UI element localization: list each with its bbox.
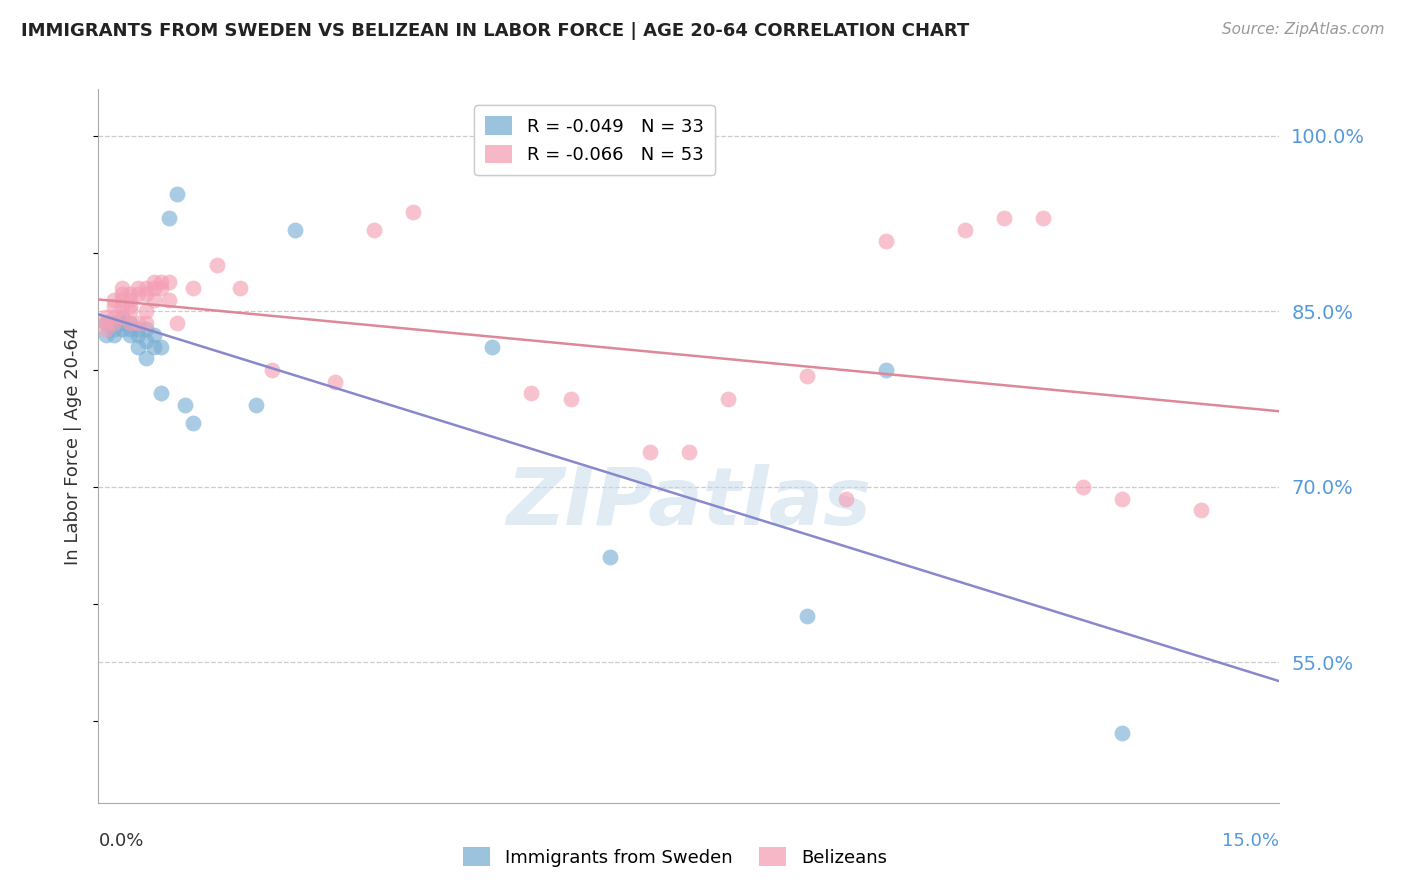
Point xyxy=(118,327,141,342)
Point xyxy=(118,299,141,313)
Point xyxy=(181,281,204,295)
Point xyxy=(1111,491,1133,506)
Point xyxy=(96,316,118,330)
Point xyxy=(135,334,157,348)
Point xyxy=(135,287,157,301)
Point xyxy=(96,327,118,342)
Point xyxy=(111,293,134,307)
Point xyxy=(135,304,157,318)
Point xyxy=(245,398,267,412)
Point xyxy=(157,293,180,307)
Point xyxy=(96,310,118,325)
Point xyxy=(111,287,134,301)
Point xyxy=(1032,211,1054,225)
Point xyxy=(993,211,1015,225)
Point xyxy=(111,281,134,295)
Point xyxy=(157,211,180,225)
Point xyxy=(402,205,425,219)
Point xyxy=(118,316,141,330)
Point xyxy=(1189,503,1212,517)
Point xyxy=(678,445,700,459)
Point xyxy=(118,287,141,301)
Legend: Immigrants from Sweden, Belizeans: Immigrants from Sweden, Belizeans xyxy=(456,840,894,874)
Point xyxy=(1071,480,1094,494)
Y-axis label: In Labor Force | Age 20-64: In Labor Force | Age 20-64 xyxy=(65,326,83,566)
Point xyxy=(135,322,157,336)
Point xyxy=(150,386,173,401)
Text: 0.0%: 0.0% xyxy=(98,832,143,850)
Point xyxy=(127,281,149,295)
Point xyxy=(142,340,165,354)
Point xyxy=(599,550,621,565)
Text: Source: ZipAtlas.com: Source: ZipAtlas.com xyxy=(1222,22,1385,37)
Point xyxy=(111,316,134,330)
Point xyxy=(103,293,125,307)
Point xyxy=(103,322,125,336)
Point xyxy=(875,363,897,377)
Point xyxy=(118,322,141,336)
Point xyxy=(111,310,134,325)
Text: IMMIGRANTS FROM SWEDEN VS BELIZEAN IN LABOR FORCE | AGE 20-64 CORRELATION CHART: IMMIGRANTS FROM SWEDEN VS BELIZEAN IN LA… xyxy=(21,22,969,40)
Point xyxy=(103,310,125,325)
Point xyxy=(135,316,157,330)
Point xyxy=(142,327,165,342)
Point xyxy=(135,351,157,366)
Point xyxy=(150,275,173,289)
Point xyxy=(796,368,818,383)
Point xyxy=(1111,725,1133,739)
Point xyxy=(135,281,157,295)
Point xyxy=(205,258,228,272)
Point xyxy=(953,222,976,236)
Point xyxy=(717,392,740,407)
Point xyxy=(118,293,141,307)
Point xyxy=(638,445,661,459)
Point xyxy=(103,316,125,330)
Point xyxy=(127,340,149,354)
Point xyxy=(181,416,204,430)
Point xyxy=(229,281,252,295)
Point xyxy=(111,310,134,325)
Point xyxy=(481,340,503,354)
Point xyxy=(142,281,165,295)
Point xyxy=(118,304,141,318)
Point xyxy=(363,222,385,236)
Point xyxy=(284,222,307,236)
Point xyxy=(127,327,149,342)
Legend: R = -0.049   N = 33, R = -0.066   N = 53: R = -0.049 N = 33, R = -0.066 N = 53 xyxy=(474,105,714,175)
Point xyxy=(323,375,346,389)
Point xyxy=(118,316,141,330)
Point xyxy=(96,316,118,330)
Point xyxy=(520,386,543,401)
Point xyxy=(142,293,165,307)
Point xyxy=(103,299,125,313)
Point xyxy=(560,392,582,407)
Point xyxy=(150,281,173,295)
Point xyxy=(103,327,125,342)
Point xyxy=(174,398,197,412)
Point xyxy=(157,275,180,289)
Point xyxy=(111,322,134,336)
Point xyxy=(127,287,149,301)
Text: ZIPatlas: ZIPatlas xyxy=(506,464,872,542)
Text: 15.0%: 15.0% xyxy=(1222,832,1279,850)
Point xyxy=(875,234,897,248)
Point xyxy=(127,322,149,336)
Point xyxy=(150,340,173,354)
Point xyxy=(835,491,858,506)
Point xyxy=(166,316,188,330)
Point xyxy=(166,187,188,202)
Point xyxy=(260,363,283,377)
Point xyxy=(111,299,134,313)
Point xyxy=(111,316,134,330)
Point xyxy=(127,316,149,330)
Point xyxy=(96,322,118,336)
Point xyxy=(796,608,818,623)
Point xyxy=(103,316,125,330)
Point xyxy=(142,275,165,289)
